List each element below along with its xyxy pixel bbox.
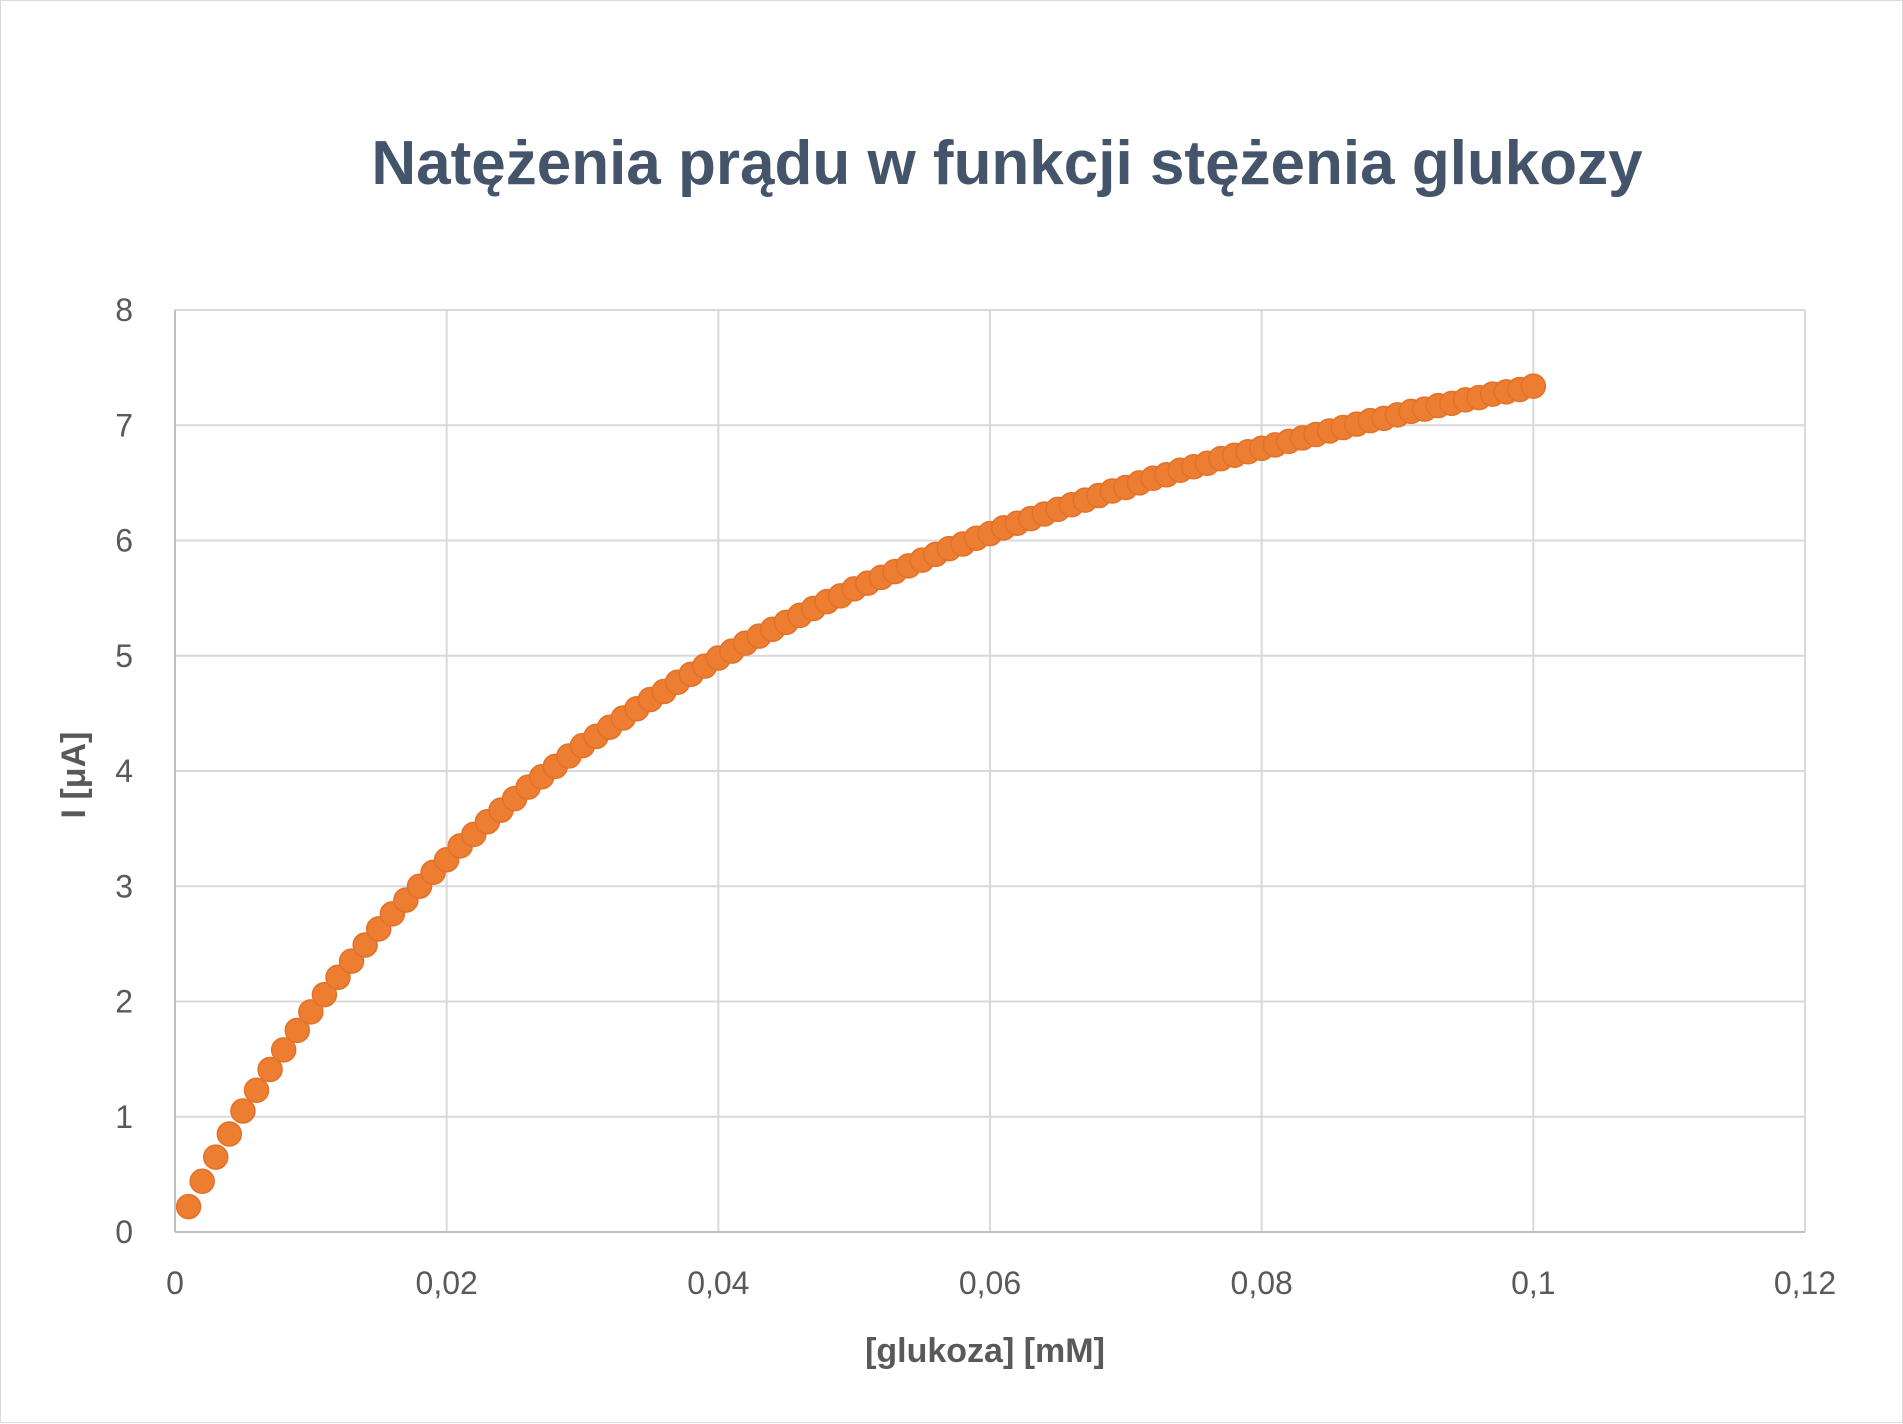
x-tick-label: 0,04 bbox=[687, 1265, 749, 1301]
data-point bbox=[216, 1121, 243, 1147]
y-tick-label: 5 bbox=[115, 638, 133, 674]
data-point bbox=[257, 1056, 283, 1083]
data-point bbox=[203, 1144, 229, 1170]
y-tick-label: 6 bbox=[115, 523, 133, 559]
data-point bbox=[175, 1193, 202, 1220]
y-tick-label: 2 bbox=[115, 984, 133, 1020]
x-tick-label: 0,06 bbox=[959, 1265, 1021, 1301]
gridlines bbox=[175, 309, 1806, 1232]
data-point bbox=[311, 981, 338, 1008]
chart-title: Natężenia prądu w funkcji stężenia gluko… bbox=[371, 129, 1643, 198]
data-point bbox=[270, 1037, 297, 1063]
y-tick-label: 7 bbox=[115, 407, 133, 443]
data-series bbox=[175, 373, 1547, 1220]
y-tick-labels: 0 1 2 3 4 5 6 7 8 bbox=[115, 292, 133, 1250]
x-tick-label: 0,12 bbox=[1774, 1265, 1836, 1301]
y-axis-title: I [μA] bbox=[55, 732, 93, 819]
data-point bbox=[243, 1077, 270, 1103]
x-tick-label: 0,02 bbox=[416, 1265, 478, 1301]
data-point bbox=[1520, 373, 1547, 399]
x-tick-label: 0,1 bbox=[1511, 1265, 1555, 1301]
data-point bbox=[298, 999, 324, 1025]
data-point bbox=[189, 1168, 215, 1195]
y-tick-label: 0 bbox=[115, 1214, 133, 1250]
y-tick-label: 4 bbox=[115, 753, 133, 789]
y-tick-label: 3 bbox=[115, 868, 133, 904]
data-point bbox=[284, 1017, 310, 1044]
data-point bbox=[230, 1098, 256, 1124]
x-axis-title: [glukoza] [mM] bbox=[865, 1332, 1105, 1370]
y-tick-label: 8 bbox=[115, 292, 133, 328]
axes bbox=[174, 310, 1805, 1233]
y-tick-label: 1 bbox=[115, 1099, 133, 1135]
x-tick-label: 0 bbox=[166, 1265, 184, 1301]
x-tick-labels: 0 0,02 0,04 0,06 0,08 0,1 0,12 bbox=[166, 1265, 1836, 1301]
x-tick-label: 0,08 bbox=[1231, 1265, 1293, 1301]
